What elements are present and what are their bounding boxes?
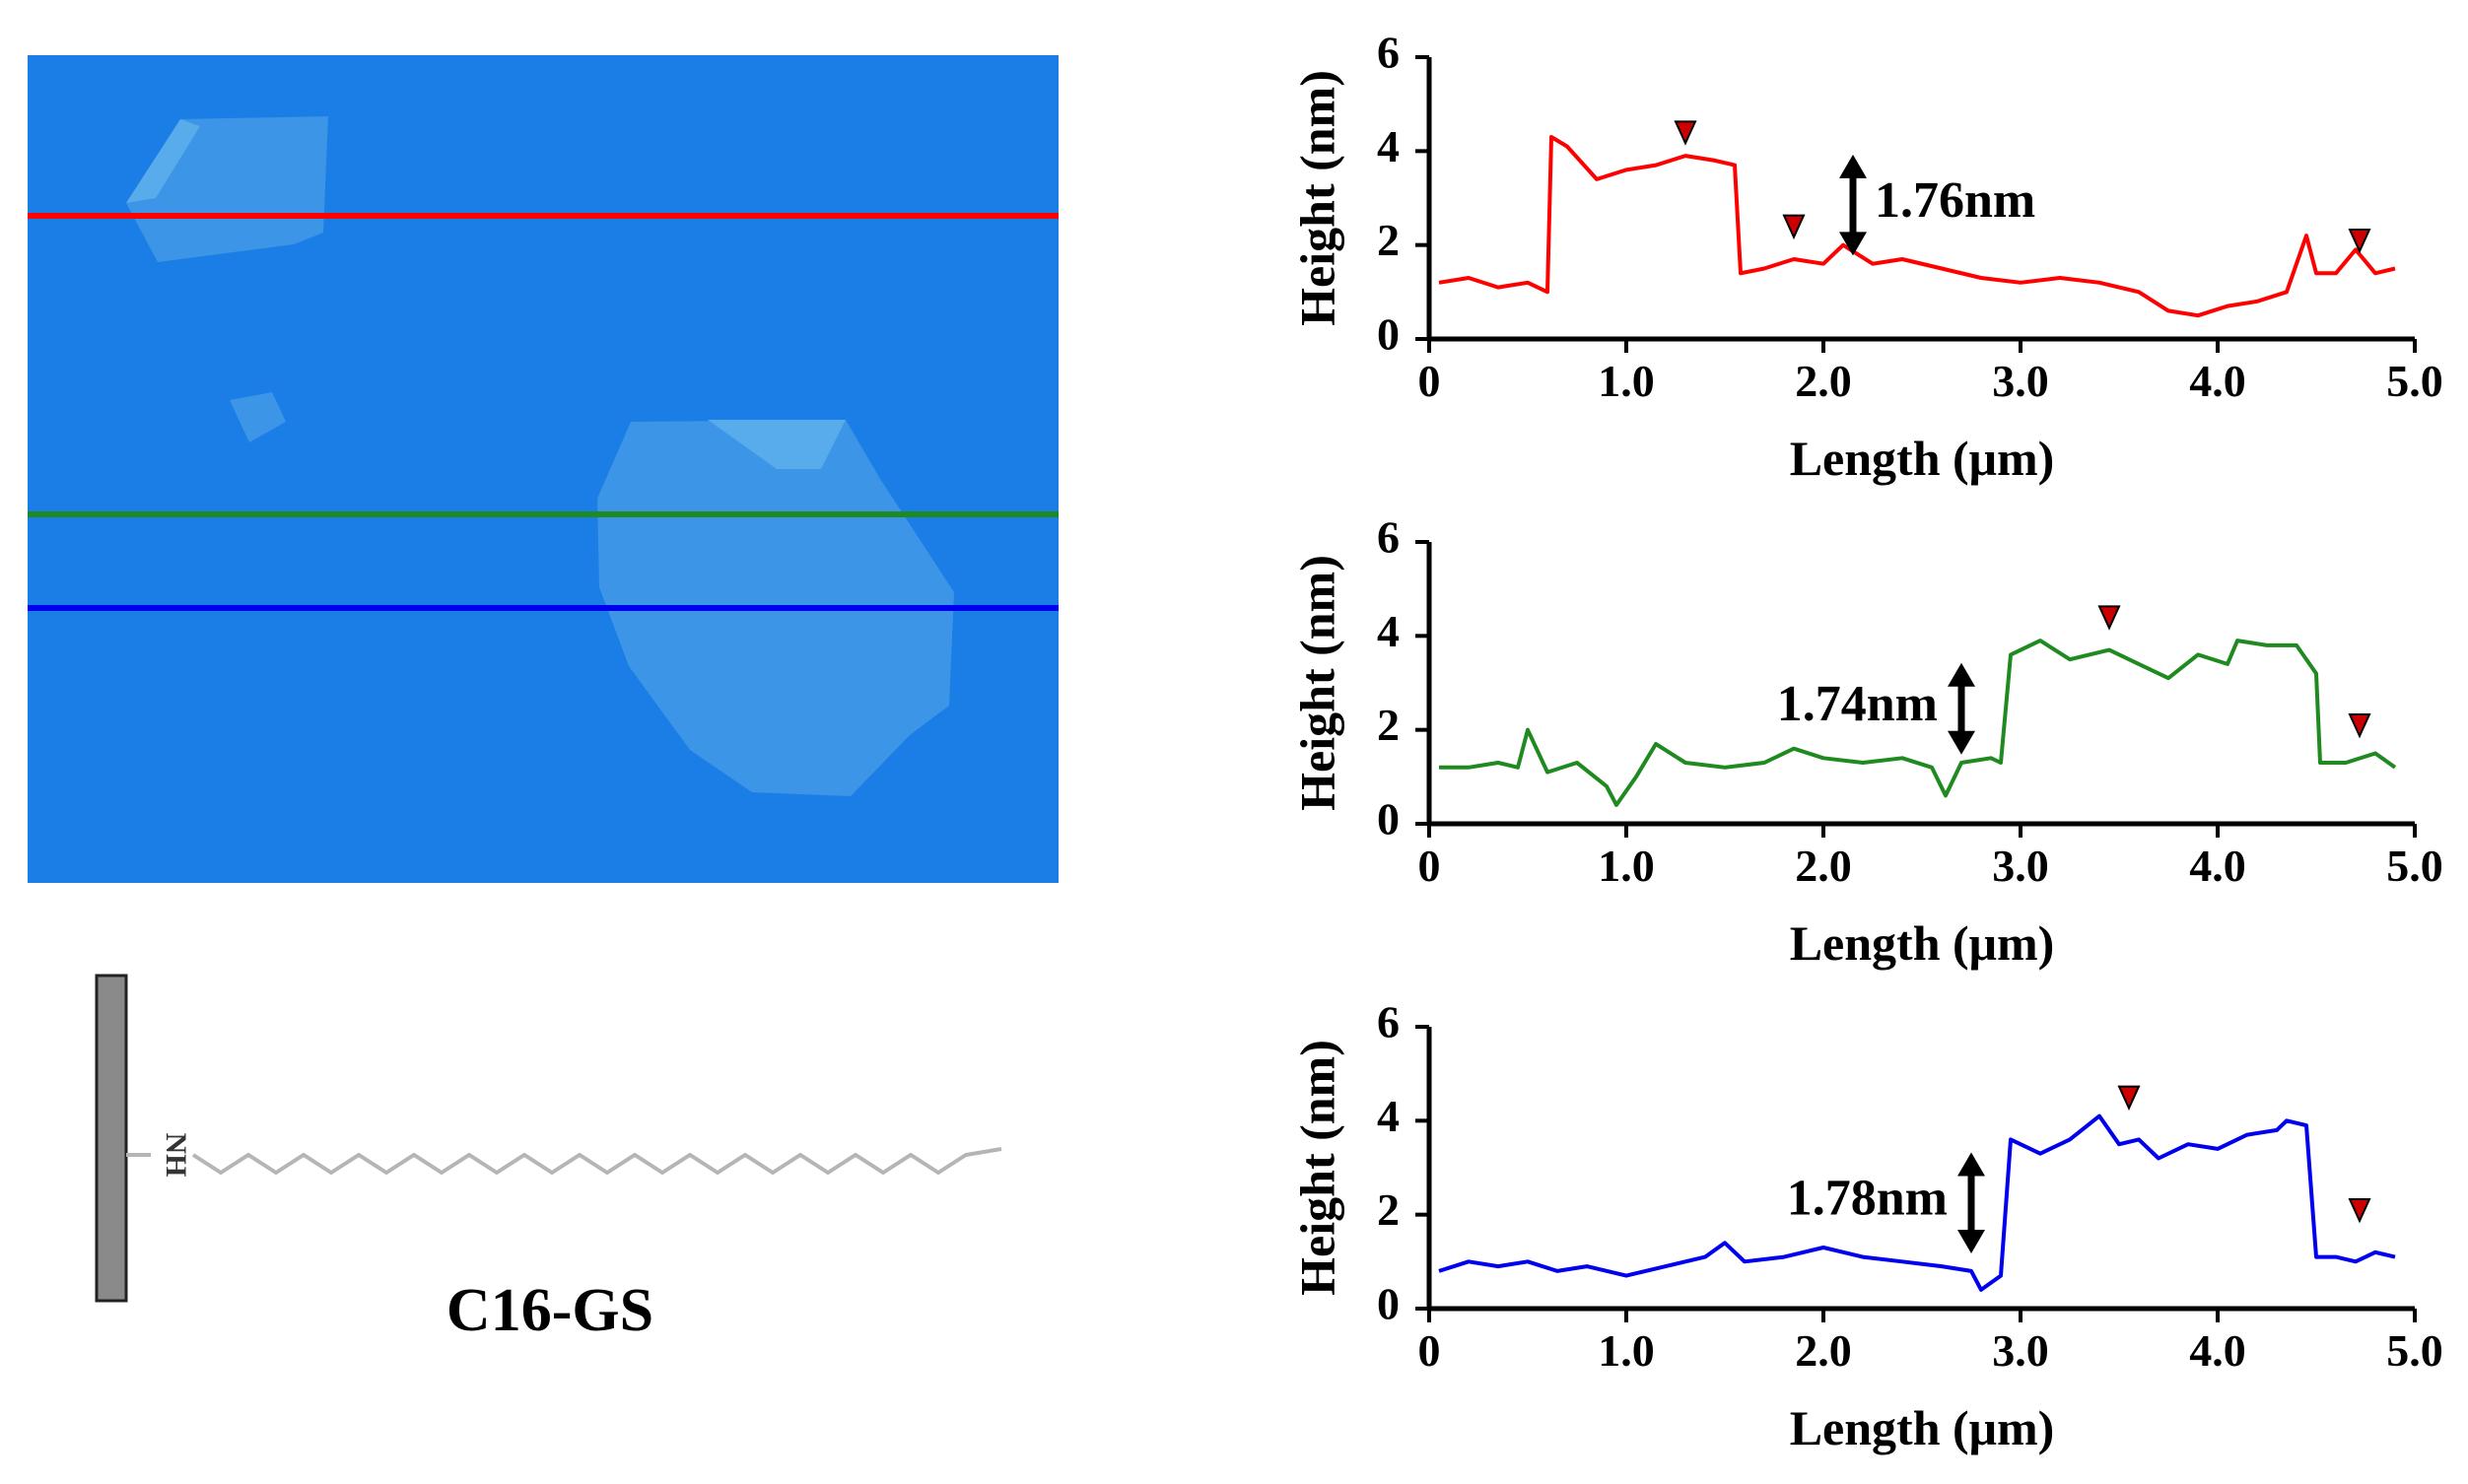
y-tick-label: 2 bbox=[1377, 1184, 1400, 1235]
x-axis-label: Length (μm) bbox=[1790, 1400, 2055, 1455]
y-axis-label: Height (nm) bbox=[1289, 1040, 1344, 1296]
y-tick-label: 6 bbox=[1377, 512, 1400, 563]
x-tick-label: 5.0 bbox=[2386, 356, 2443, 406]
cursor-marker bbox=[1782, 214, 1806, 240]
cursor-marker bbox=[2348, 712, 2371, 739]
molecule-label: C16-GS bbox=[446, 1277, 653, 1344]
height-arrow-head-up bbox=[1948, 662, 1975, 687]
x-tick-label: 1.0 bbox=[1598, 1325, 1655, 1376]
cursor-marker bbox=[2117, 1085, 2141, 1111]
y-axis-label: Height (nm) bbox=[1289, 70, 1344, 326]
x-tick-label: 2.0 bbox=[1795, 356, 1852, 406]
cursor-marker bbox=[2348, 228, 2371, 254]
afm-flake-fragment bbox=[230, 392, 286, 442]
height-arrow-head-up bbox=[1957, 1152, 1985, 1177]
y-tick-label: 0 bbox=[1377, 1279, 1400, 1329]
x-tick-label: 0 bbox=[1418, 841, 1441, 891]
height-annotation: 1.76nm bbox=[1875, 172, 2035, 229]
afm-height-image bbox=[28, 55, 1059, 883]
y-tick-label: 0 bbox=[1377, 794, 1400, 844]
x-tick-label: 2.0 bbox=[1795, 1325, 1852, 1376]
x-tick-label: 5.0 bbox=[2386, 1325, 2443, 1376]
x-tick-label: 0 bbox=[1418, 356, 1441, 406]
height-profile-chart-green: 0 2 4 6 0 1.0 2.0 3.0 4.0 5.0 Length (μm) Height (n… bbox=[1289, 512, 2443, 971]
x-tick-label: 3.0 bbox=[1992, 1325, 2049, 1376]
cursor-marker bbox=[2348, 1197, 2371, 1224]
x-tick-label: 4.0 bbox=[2189, 1325, 2246, 1376]
y-tick-label: 6 bbox=[1377, 28, 1400, 78]
height-annotation: 1.78nm bbox=[1787, 1171, 1948, 1227]
y-axis-label: Height (nm) bbox=[1289, 555, 1344, 811]
x-tick-label: 5.0 bbox=[2386, 841, 2443, 891]
height-annotation: 1.74nm bbox=[1777, 676, 1938, 732]
x-axis-label: Length (μm) bbox=[1790, 431, 2055, 486]
y-tick-label: 0 bbox=[1377, 309, 1400, 360]
height-arrow-head-up bbox=[1839, 154, 1867, 178]
molecule-schematic: NH C16-GS bbox=[95, 974, 1002, 1344]
x-tick-label: 4.0 bbox=[2189, 356, 2246, 406]
x-tick-label: 0 bbox=[1418, 1325, 1441, 1376]
cursor-marker bbox=[2097, 605, 2121, 631]
profile-line bbox=[1439, 639, 2397, 807]
height-arrow-head-down bbox=[1957, 1230, 1985, 1254]
y-tick-label: 2 bbox=[1377, 215, 1400, 265]
y-tick-label: 4 bbox=[1377, 121, 1400, 171]
height-profile-chart-blue: 0 2 4 6 0 1.0 2.0 3.0 4.0 5.0 Length (μm) Height (n… bbox=[1289, 997, 2443, 1455]
y-tick-label: 4 bbox=[1377, 606, 1400, 656]
height-profile-chart-red: 0 2 4 6 0 1.0 2.0 3.0 4.0 5.0 Length (μm) Height (n… bbox=[1289, 28, 2443, 486]
y-tick-label: 2 bbox=[1377, 700, 1400, 750]
profile-line bbox=[1438, 1113, 2396, 1292]
x-tick-label: 3.0 bbox=[1992, 356, 2049, 406]
y-tick-label: 6 bbox=[1377, 997, 1400, 1047]
afm-flake-large-highlight bbox=[708, 420, 846, 469]
graphene-sheet-bar bbox=[95, 974, 128, 1303]
x-tick-label: 1.0 bbox=[1598, 841, 1655, 891]
alkyl-chain bbox=[191, 1147, 1002, 1176]
x-tick-label: 2.0 bbox=[1795, 841, 1852, 891]
afm-flake-small-highlight bbox=[126, 119, 200, 203]
profile-line bbox=[1438, 135, 2396, 318]
y-tick-label: 4 bbox=[1377, 1091, 1400, 1141]
x-tick-label: 1.0 bbox=[1598, 356, 1655, 406]
cursor-marker bbox=[1674, 120, 1697, 146]
x-tick-label: 3.0 bbox=[1992, 841, 2049, 891]
height-arrow-head-down bbox=[1839, 232, 1867, 256]
x-tick-label: 4.0 bbox=[2189, 841, 2246, 891]
height-arrow-head-down bbox=[1948, 730, 1975, 755]
amine-label: NH bbox=[160, 1133, 192, 1178]
x-axis-label: Length (μm) bbox=[1790, 915, 2055, 971]
